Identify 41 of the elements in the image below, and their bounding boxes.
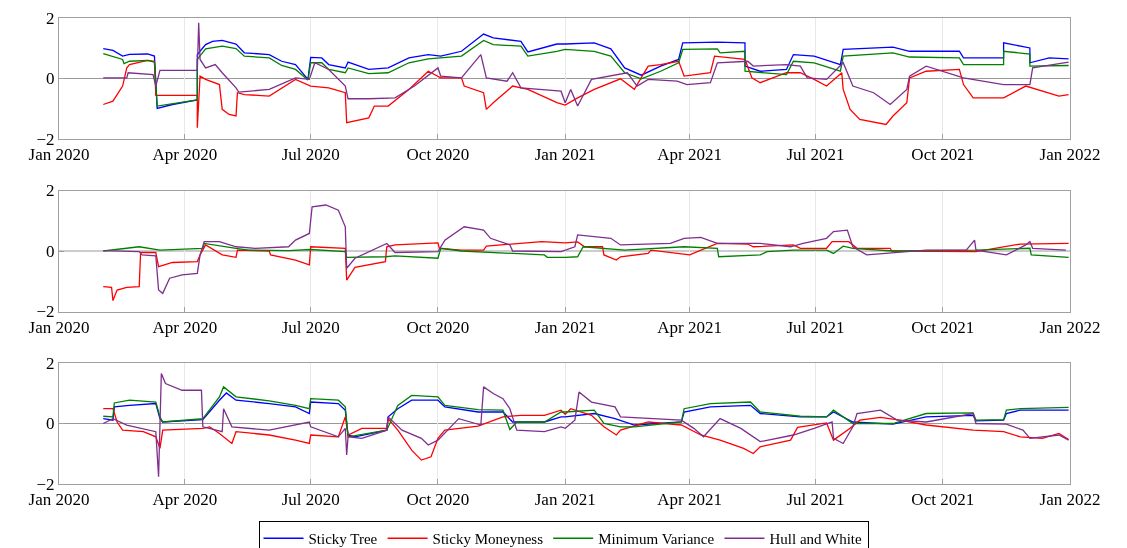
x-tick-label: Jan 2022 bbox=[1039, 145, 1101, 165]
x-tick-label: Oct 2020 bbox=[406, 317, 470, 337]
line-series bbox=[102, 242, 1070, 259]
line-series bbox=[102, 240, 1070, 302]
x-tick-label: Apr 2021 bbox=[657, 490, 723, 510]
y-tick-label: 2 bbox=[46, 181, 55, 201]
x-tick-label: Jan 2022 bbox=[1039, 490, 1101, 510]
x-tick-label: Apr 2021 bbox=[657, 317, 723, 337]
y-tick-label: 0 bbox=[46, 69, 55, 89]
legend-label: Sticky Tree bbox=[308, 531, 378, 548]
y-tick-label: 0 bbox=[46, 241, 55, 261]
line-series bbox=[102, 408, 1070, 461]
line-series bbox=[102, 204, 1067, 294]
legend-label: Sticky Moneyness bbox=[432, 531, 544, 548]
x-tick-label: Oct 2021 bbox=[911, 317, 975, 337]
y-tick-label: 2 bbox=[46, 353, 55, 373]
x-tick-label: Apr 2020 bbox=[152, 317, 218, 337]
x-tick-label: Jan 2021 bbox=[534, 145, 596, 165]
x-tick-label: Apr 2021 bbox=[657, 145, 723, 165]
x-tick-label: Jul 2021 bbox=[786, 145, 845, 165]
line-series bbox=[102, 372, 1070, 478]
x-tick-label: Jul 2020 bbox=[281, 317, 340, 337]
x-tick-label: Jan 2021 bbox=[534, 490, 596, 510]
x-tick-label: Oct 2020 bbox=[406, 145, 470, 165]
x-tick-label: Oct 2020 bbox=[406, 490, 470, 510]
x-tick-label: Jan 2021 bbox=[534, 317, 596, 337]
x-tick-label: Oct 2021 bbox=[911, 145, 975, 165]
y-tick-label: 0 bbox=[46, 414, 55, 434]
x-tick-label: Jul 2020 bbox=[281, 145, 340, 165]
line-series bbox=[102, 22, 1070, 107]
legend-label: Hull and White bbox=[769, 531, 863, 548]
x-tick-label: Jul 2021 bbox=[786, 490, 845, 510]
legend-label: Minimum Variance bbox=[598, 531, 715, 548]
line-series bbox=[102, 55, 1070, 129]
x-tick-label: Jul 2021 bbox=[786, 317, 845, 337]
y-tick-label: 2 bbox=[46, 8, 55, 28]
x-tick-label: Jul 2020 bbox=[281, 490, 340, 510]
x-tick-label: Apr 2020 bbox=[152, 145, 218, 165]
x-tick-label: Apr 2020 bbox=[152, 490, 218, 510]
x-tick-label: Oct 2021 bbox=[911, 490, 975, 510]
x-tick-label: Jan 2022 bbox=[1039, 317, 1101, 337]
